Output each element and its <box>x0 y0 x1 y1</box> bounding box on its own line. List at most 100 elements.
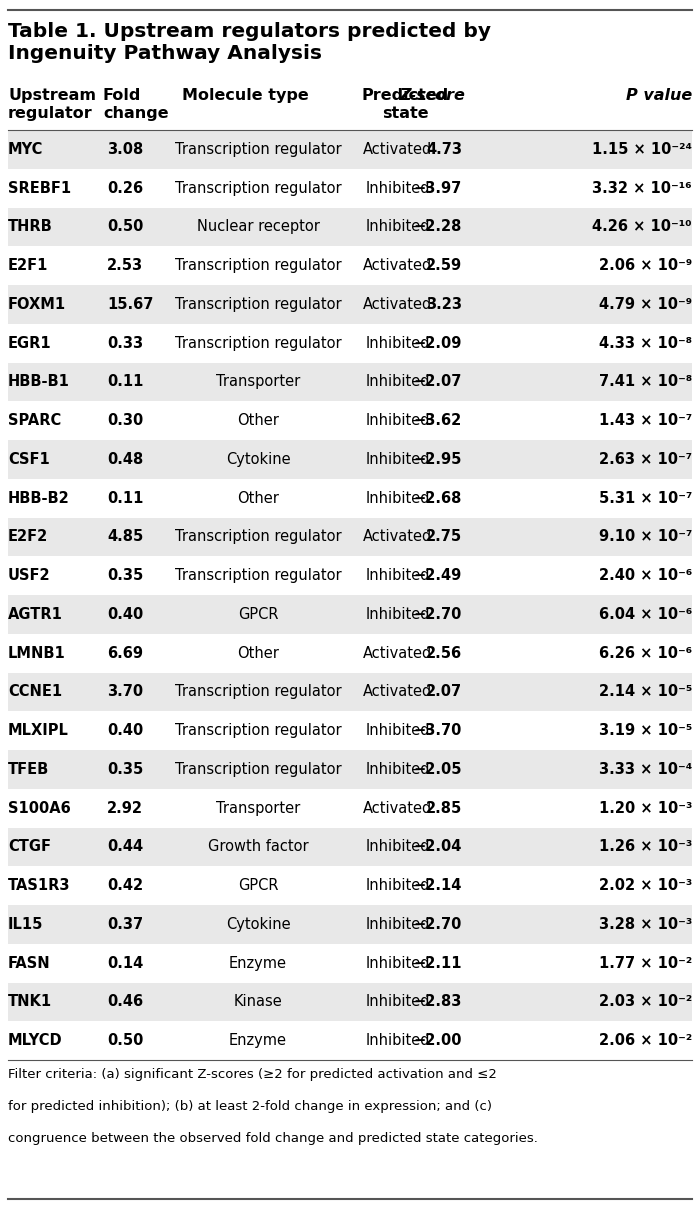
Text: 3.19 × 10⁻⁵: 3.19 × 10⁻⁵ <box>598 723 692 739</box>
Text: 0.35: 0.35 <box>107 762 144 777</box>
Text: Transcription regulator: Transcription regulator <box>175 141 342 157</box>
Text: 2.56: 2.56 <box>426 645 462 661</box>
Bar <box>8 982 692 1021</box>
Text: Transcription regulator: Transcription regulator <box>175 258 342 273</box>
Text: −2.70: −2.70 <box>414 607 462 622</box>
Text: 1.43 × 10⁻⁷: 1.43 × 10⁻⁷ <box>598 413 692 428</box>
Text: Transporter: Transporter <box>216 800 300 816</box>
Text: Transcription regulator: Transcription regulator <box>175 723 342 739</box>
Text: 2.75: 2.75 <box>426 530 462 544</box>
Text: MLXIPL: MLXIPL <box>8 723 69 739</box>
Text: 4.73: 4.73 <box>426 141 462 157</box>
Text: −2.28: −2.28 <box>414 219 462 235</box>
Text: 4.85: 4.85 <box>107 530 144 544</box>
Text: 7.41 × 10⁻⁸: 7.41 × 10⁻⁸ <box>598 375 692 390</box>
Text: 0.50: 0.50 <box>107 219 144 235</box>
Text: 6.04 × 10⁻⁶: 6.04 × 10⁻⁶ <box>598 607 692 622</box>
Text: Cytokine: Cytokine <box>225 452 290 467</box>
Bar <box>8 750 692 789</box>
Text: 0.33: 0.33 <box>107 336 143 350</box>
Text: −2.00: −2.00 <box>414 1034 462 1048</box>
Text: Nuclear receptor: Nuclear receptor <box>197 219 319 235</box>
Text: P value: P value <box>626 88 692 103</box>
Text: Inhibited: Inhibited <box>365 839 430 854</box>
Text: SREBF1: SREBF1 <box>8 181 71 195</box>
Text: FASN: FASN <box>8 956 50 971</box>
Text: TNK1: TNK1 <box>8 994 52 1009</box>
Text: −2.70: −2.70 <box>414 917 462 932</box>
Text: 2.85: 2.85 <box>426 800 462 816</box>
Text: Transcription regulator: Transcription regulator <box>175 762 342 777</box>
Bar <box>8 595 692 634</box>
Text: −2.95: −2.95 <box>414 452 462 467</box>
Text: HBB-B2: HBB-B2 <box>8 490 70 505</box>
Text: −2.83: −2.83 <box>414 994 462 1009</box>
Text: 15.67: 15.67 <box>107 297 153 312</box>
Text: Upstream
regulator: Upstream regulator <box>8 88 96 120</box>
Text: 9.10 × 10⁻⁷: 9.10 × 10⁻⁷ <box>598 530 692 544</box>
Text: 2.02 × 10⁻³: 2.02 × 10⁻³ <box>598 879 692 893</box>
Text: Inhibited: Inhibited <box>365 879 430 893</box>
Text: 1.15 × 10⁻²⁴: 1.15 × 10⁻²⁴ <box>592 141 692 157</box>
Text: HBB-B1: HBB-B1 <box>8 375 70 390</box>
Bar <box>8 285 692 323</box>
Text: 3.28 × 10⁻³: 3.28 × 10⁻³ <box>598 917 692 932</box>
Text: Inhibited: Inhibited <box>365 336 430 350</box>
Text: MLYCD: MLYCD <box>8 1034 62 1048</box>
Text: −2.05: −2.05 <box>414 762 462 777</box>
Text: −2.14: −2.14 <box>414 879 462 893</box>
Text: GPCR: GPCR <box>238 879 279 893</box>
Text: 0.46: 0.46 <box>107 994 143 1009</box>
Bar <box>8 827 692 866</box>
Text: Activated: Activated <box>363 685 433 699</box>
Text: Activated: Activated <box>363 645 433 661</box>
Text: Inhibited: Inhibited <box>365 375 430 390</box>
Text: 2.14 × 10⁻⁵: 2.14 × 10⁻⁵ <box>598 685 692 699</box>
Text: Transporter: Transporter <box>216 375 300 390</box>
Text: GPCR: GPCR <box>238 607 279 622</box>
Text: E2F2: E2F2 <box>8 530 48 544</box>
Text: CTGF: CTGF <box>8 839 51 854</box>
Text: 0.11: 0.11 <box>107 375 144 390</box>
Text: 0.50: 0.50 <box>107 1034 144 1048</box>
Text: Activated: Activated <box>363 141 433 157</box>
Text: for predicted inhibition); (b) at least 2-fold change in expression; and (c): for predicted inhibition); (b) at least … <box>8 1100 492 1113</box>
Text: 1.77 × 10⁻²: 1.77 × 10⁻² <box>598 956 692 971</box>
Text: 0.42: 0.42 <box>107 879 143 893</box>
Bar <box>8 517 692 557</box>
Text: Enzyme: Enzyme <box>229 956 287 971</box>
Text: 6.26 × 10⁻⁶: 6.26 × 10⁻⁶ <box>599 645 692 661</box>
Text: Transcription regulator: Transcription regulator <box>175 297 342 312</box>
Text: Table 1. Upstream regulators predicted by: Table 1. Upstream regulators predicted b… <box>8 22 491 41</box>
Text: E2F1: E2F1 <box>8 258 48 273</box>
Text: Inhibited: Inhibited <box>365 917 430 932</box>
Text: S100A6: S100A6 <box>8 800 71 816</box>
Text: Inhibited: Inhibited <box>365 607 430 622</box>
Text: 2.06 × 10⁻⁹: 2.06 × 10⁻⁹ <box>598 258 692 273</box>
Text: 0.40: 0.40 <box>107 723 144 739</box>
Text: SPARC: SPARC <box>8 413 62 428</box>
Text: Cytokine: Cytokine <box>225 917 290 932</box>
Text: Growth factor: Growth factor <box>208 839 308 854</box>
Text: 2.92: 2.92 <box>107 800 143 816</box>
Bar <box>8 208 692 246</box>
Text: 3.32 × 10⁻¹⁶: 3.32 × 10⁻¹⁶ <box>592 181 692 195</box>
Text: 3.70: 3.70 <box>107 685 143 699</box>
Text: Other: Other <box>237 645 279 661</box>
Text: Transcription regulator: Transcription regulator <box>175 568 342 583</box>
Text: Activated: Activated <box>363 530 433 544</box>
Text: 0.35: 0.35 <box>107 568 144 583</box>
Bar <box>8 440 692 479</box>
Text: Z-score: Z-score <box>399 88 465 103</box>
Text: IL15: IL15 <box>8 917 43 932</box>
Text: −3.97: −3.97 <box>414 181 462 195</box>
Text: 2.06 × 10⁻²: 2.06 × 10⁻² <box>598 1034 692 1048</box>
Text: AGTR1: AGTR1 <box>8 607 63 622</box>
Text: 4.33 × 10⁻⁸: 4.33 × 10⁻⁸ <box>599 336 692 350</box>
Text: Other: Other <box>237 413 279 428</box>
Text: EGR1: EGR1 <box>8 336 52 350</box>
Text: −2.07: −2.07 <box>414 375 462 390</box>
Text: congruence between the observed fold change and predicted state categories.: congruence between the observed fold cha… <box>8 1132 538 1145</box>
Text: 3.23: 3.23 <box>426 297 462 312</box>
Text: −2.09: −2.09 <box>414 336 462 350</box>
